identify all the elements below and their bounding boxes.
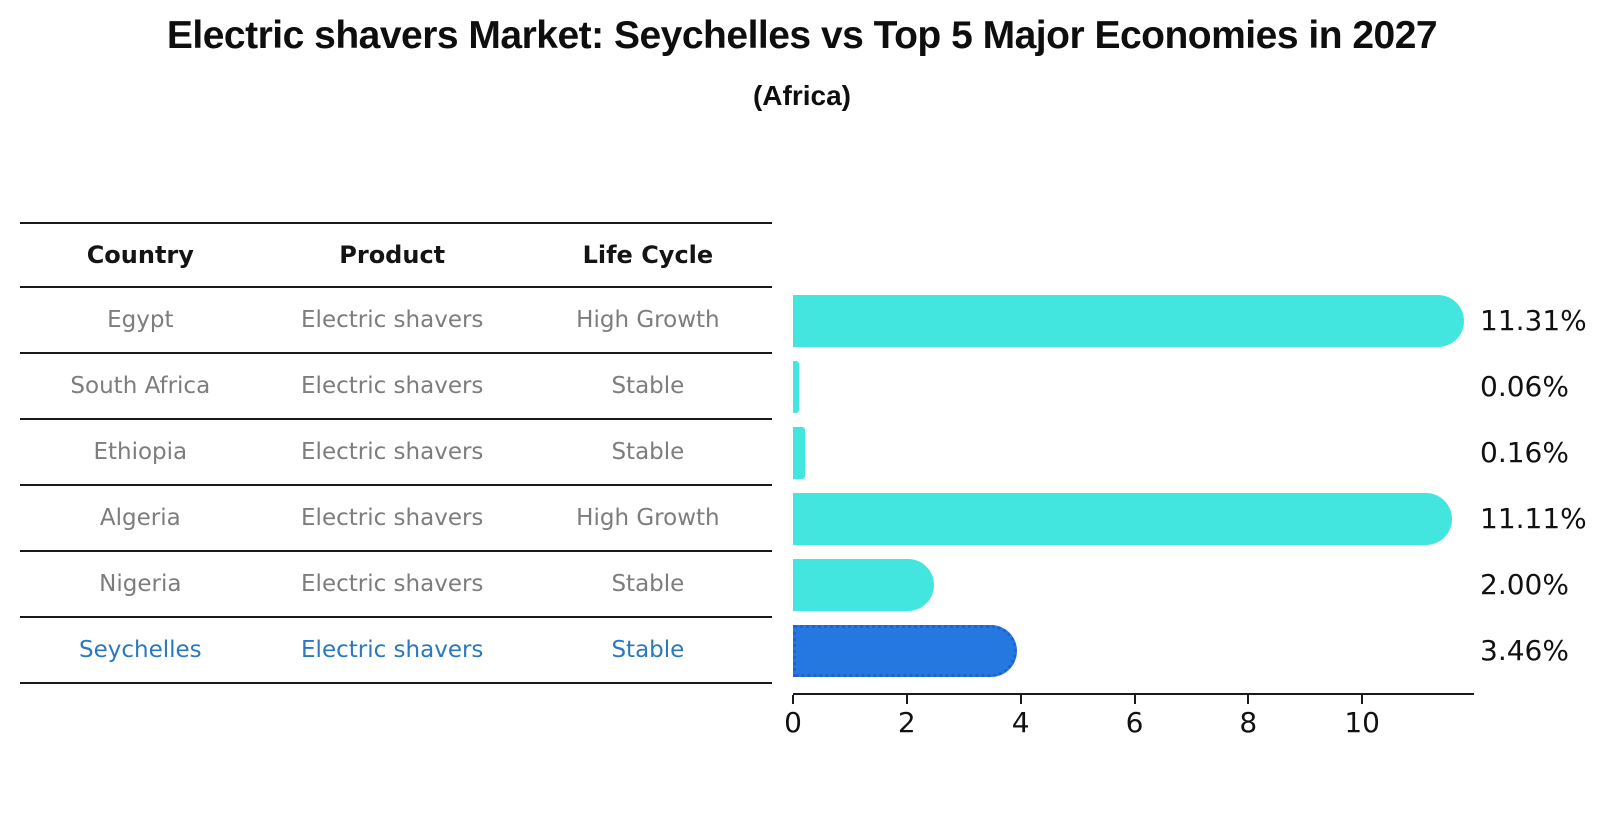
bar [793,361,800,413]
table-row: Seychelles Electric shavers Stable [20,618,772,684]
cell-country: Nigeria [99,571,182,597]
cell-country: Egypt [107,307,174,333]
x-axis-ticks: 0 2 4 6 8 10 [784,695,1474,755]
cell-product: Electric shavers [301,505,484,531]
table-header-row: Country Product Life Cycle [20,222,772,288]
cell-product: Electric shavers [301,439,484,465]
x-axis-tick [1133,695,1136,704]
x-axis-tick-label: 4 [1011,706,1030,739]
header-cell-life-cycle: Life Cycle [582,241,714,269]
cell-country: Seychelles [78,637,202,663]
x-axis-tick [905,695,908,704]
table-row: Egypt Electric shavers High Growth [20,288,772,354]
cell-life-cycle: Stable [611,571,685,597]
cell-country: Algeria [99,505,181,531]
cell-product: Electric shavers [301,637,484,663]
table-row: Ethiopia Electric shavers Stable [20,420,772,486]
bar-row: 11.31% [793,288,1604,354]
table-row: Algeria Electric shavers High Growth [20,486,772,552]
cell-life-cycle: Stable [611,637,685,663]
page-title: Electric shavers Market: Seychelles vs T… [166,14,1438,57]
table-row: Nigeria Electric shavers Stable [20,552,772,618]
x-axis-tick-label: 0 [784,706,802,739]
x-axis-tick-label: 2 [897,706,916,739]
x-axis-tick [792,695,794,704]
cell-product: Electric shavers [301,571,484,597]
bar-value-label: 3.46% [1480,634,1569,667]
bar-row: 2.00% [793,552,1604,618]
x-axis-tick-label: 8 [1239,706,1258,739]
cell-life-cycle: Stable [611,373,685,399]
bar [793,427,806,479]
cell-product: Electric shavers [301,307,484,333]
cell-country: South Africa [70,373,211,399]
comparison-table: Country Product Life Cycle Egypt Electri… [20,222,772,684]
page-subtitle: (Africa) [752,80,851,111]
bar-chart: 11.31% 0.06% 0.16% 11.11% 2.00% 3.46% [793,288,1604,684]
x-axis-tick [1361,695,1364,704]
bar-row: 3.46% [793,618,1604,684]
bar-value-label: 0.16% [1480,436,1569,469]
cell-life-cycle: Stable [611,439,685,465]
bar [793,559,934,611]
bar-value-label: 11.11% [1480,502,1587,535]
bar-value-label: 2.00% [1480,568,1569,601]
bar-row: 11.11% [793,486,1604,552]
x-axis-tick-label: 10 [1344,706,1381,739]
bar [793,625,1017,677]
cell-country: Ethiopia [93,439,188,465]
cell-product: Electric shavers [301,373,484,399]
header-cell-country: Country [86,241,194,269]
x-axis-tick-label: 6 [1125,706,1144,739]
x-axis-line [793,693,1474,695]
bar [793,295,1464,347]
x-axis-tick [1247,695,1250,704]
bar-row: 0.06% [793,354,1604,420]
header-cell-product: Product [339,241,446,269]
bar-value-label: 0.06% [1480,370,1569,403]
bar-value-label: 11.31% [1480,304,1587,337]
bar-row: 0.16% [793,420,1604,486]
table-row: South Africa Electric shavers Stable [20,354,772,420]
cell-life-cycle: High Growth [576,505,720,531]
x-axis-tick [1019,695,1022,704]
bar [793,493,1453,545]
cell-life-cycle: High Growth [576,307,720,333]
